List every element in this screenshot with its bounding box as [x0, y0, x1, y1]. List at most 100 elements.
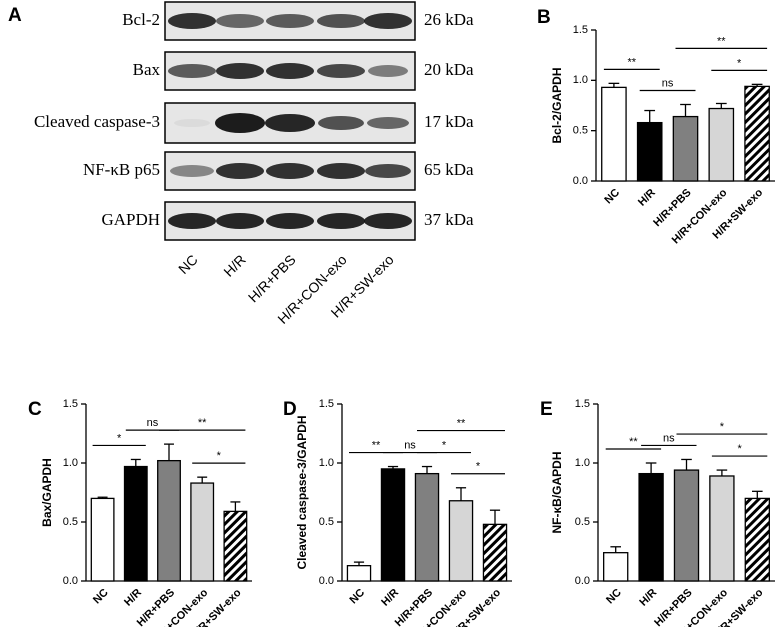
x-tick-label: H/R: [122, 587, 144, 609]
protein-label: NF-κB p65: [83, 160, 160, 179]
x-tick-label: H/R: [637, 587, 659, 609]
y-tick-label: 1.0: [63, 457, 78, 469]
significance-label: *: [476, 461, 481, 473]
size-label: 37 kDa: [424, 210, 474, 229]
band: [168, 213, 216, 229]
band: [266, 213, 314, 229]
significance-label: ns: [404, 439, 416, 451]
bar: [744, 497, 770, 582]
significance-label: *: [737, 443, 742, 455]
panel-label: E: [540, 399, 553, 420]
y-tick-label: 1.5: [575, 398, 590, 410]
bar: [744, 85, 770, 182]
significance-label: *: [117, 432, 122, 444]
bar: [414, 472, 440, 582]
band: [216, 163, 264, 179]
bar: [380, 468, 406, 582]
band: [170, 165, 214, 177]
protein-label: Bax: [133, 60, 161, 79]
y-tick-label: 0.0: [573, 175, 588, 187]
band: [266, 14, 314, 28]
y-tick-label: 0.5: [573, 125, 588, 137]
protein-label: GAPDH: [101, 210, 160, 229]
significance-label: **: [628, 56, 637, 68]
band: [367, 117, 409, 129]
bar: [601, 86, 627, 182]
bar: [603, 552, 629, 582]
lane-label: H/R+PBS: [245, 251, 299, 305]
protein-label: Bcl-2: [122, 10, 160, 29]
size-label: 26 kDa: [424, 10, 474, 29]
band: [317, 163, 365, 179]
significance-label: *: [217, 450, 222, 462]
bar: [636, 121, 663, 182]
y-tick-label: 1.5: [63, 398, 78, 410]
bar: [638, 472, 664, 582]
panel-label: A: [8, 5, 22, 26]
bar: [672, 115, 699, 182]
y-tick-label: 0.5: [63, 516, 78, 528]
bar: [157, 459, 181, 582]
x-tick-label: H/R: [636, 187, 658, 209]
significance-label: ns: [663, 432, 675, 444]
panel-label: D: [283, 399, 297, 420]
size-label: 65 kDa: [424, 160, 474, 179]
panel-label: C: [28, 399, 42, 420]
significance-label: ns: [662, 77, 674, 89]
y-axis-title: Bcl-2/GAPDH: [550, 67, 564, 143]
band: [317, 14, 365, 28]
protein-label: Cleaved caspase-3: [34, 112, 160, 131]
band: [216, 14, 264, 28]
significance-label: **: [629, 436, 638, 448]
y-tick-label: 1.0: [573, 74, 588, 86]
significance-label: *: [720, 421, 725, 433]
x-tick-label: NC: [604, 587, 624, 607]
y-tick-label: 0.5: [575, 516, 590, 528]
significance-label: ns: [147, 417, 159, 429]
bar: [123, 465, 148, 582]
bar: [673, 469, 700, 582]
band: [215, 113, 265, 133]
y-tick-label: 0.0: [63, 575, 78, 587]
band: [266, 163, 314, 179]
lane-label: H/R: [220, 251, 248, 279]
band: [216, 213, 264, 229]
band: [368, 65, 408, 77]
band: [365, 164, 411, 178]
y-tick-label: 0.5: [319, 516, 334, 528]
band: [174, 119, 210, 127]
bands: [168, 13, 412, 229]
y-tick-label: 1.5: [319, 398, 334, 410]
y-axis-title: Bax/GAPDH: [40, 458, 54, 527]
x-tick-label: NC: [602, 187, 622, 207]
size-label: 20 kDa: [424, 60, 474, 79]
y-tick-label: 0.0: [575, 575, 590, 587]
band: [265, 114, 315, 132]
band: [168, 13, 216, 29]
y-tick-label: 1.0: [575, 457, 590, 469]
band: [318, 116, 364, 130]
significance-label: *: [442, 439, 447, 451]
x-tick-label: H/R: [379, 587, 401, 609]
bar: [190, 482, 215, 582]
band: [364, 213, 412, 229]
bar: [482, 523, 508, 582]
bar: [708, 107, 735, 182]
y-axis-title: NF-κB/GAPDH: [550, 451, 564, 533]
band: [317, 213, 365, 229]
western-blot: A: [8, 1, 416, 241]
x-tick-label: NC: [91, 587, 111, 607]
panel-label: B: [537, 7, 551, 28]
y-tick-label: 1.0: [319, 457, 334, 469]
band: [216, 63, 264, 79]
bar: [448, 500, 474, 582]
bar: [346, 565, 372, 582]
significance-label: **: [198, 417, 207, 429]
significance-label: *: [737, 57, 742, 69]
significance-label: **: [717, 35, 726, 47]
